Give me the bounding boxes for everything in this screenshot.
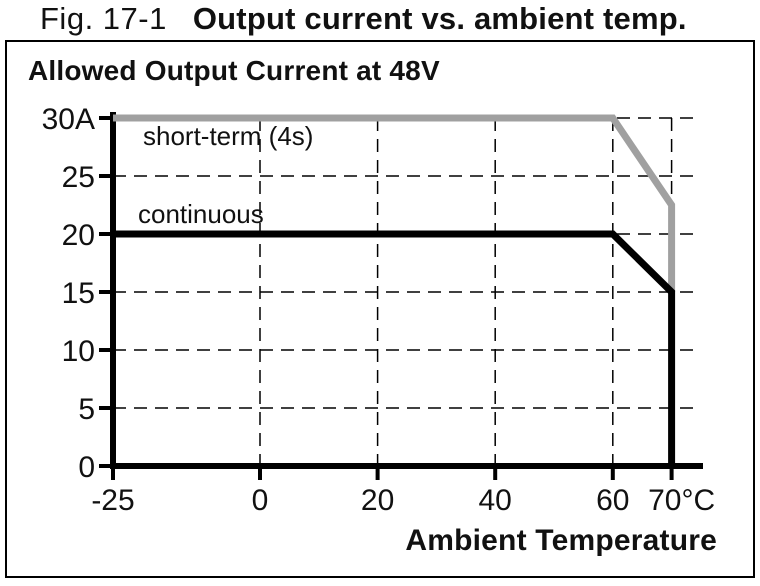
chart-box: 0 5 10 15 20 25 30A -25 0 20 40 60 70°C Allowed Outp… xyxy=(5,40,755,578)
x-tick-label-70: 70°C xyxy=(648,484,715,517)
x-tick-label-0: 0 xyxy=(252,484,269,517)
series-label-continuous: continuous xyxy=(138,199,264,229)
figure-title: Fig. 17-1 Output current vs. ambient tem… xyxy=(40,1,687,37)
y-tick-label-20: 20 xyxy=(62,219,95,252)
figure-number: Fig. 17-1 xyxy=(40,1,167,36)
y-tick-label-0: 0 xyxy=(78,451,95,484)
series-line-continuous xyxy=(113,230,676,466)
y-tick-label-10: 10 xyxy=(62,335,95,368)
figure-caption: Output current vs. ambient temp. xyxy=(192,1,687,36)
series-line-short-term xyxy=(113,114,676,292)
x-tick-label-20: 20 xyxy=(361,484,394,517)
y-tick-label-25: 25 xyxy=(62,161,95,194)
y-tick-label-30: 30A xyxy=(42,103,95,136)
x-tick-label-60: 60 xyxy=(596,484,629,517)
x-axis-title: Ambient Temperature xyxy=(405,524,717,557)
x-tick-label-40: 40 xyxy=(479,484,512,517)
series-label-short-term: short-term (4s) xyxy=(143,121,314,151)
x-tick-label--25: -25 xyxy=(91,484,134,517)
y-tick-label-5: 5 xyxy=(78,393,95,426)
chart-heading: Allowed Output Current at 48V xyxy=(28,55,440,86)
y-tick-label-15: 15 xyxy=(62,277,95,310)
